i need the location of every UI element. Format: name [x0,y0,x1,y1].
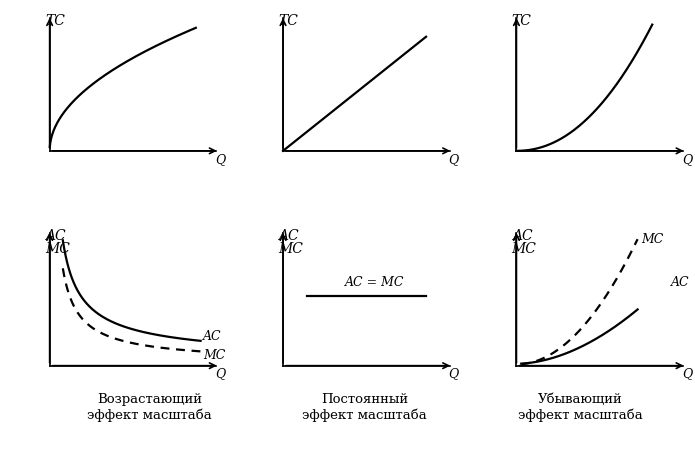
Text: Q: Q [215,153,226,166]
Text: TC: TC [278,14,298,28]
Text: Q: Q [449,153,459,166]
Text: MC: MC [641,232,663,246]
Text: AC: AC [671,276,689,289]
Text: AC = MC: AC = MC [345,276,404,289]
Text: Q: Q [682,153,692,166]
Text: AC: AC [203,330,222,343]
Text: TC: TC [512,14,532,28]
Text: Q: Q [449,367,459,380]
Text: Q: Q [215,367,226,380]
Text: Возрастающий
эффект масштаба: Возрастающий эффект масштаба [87,393,212,422]
Text: MC: MC [203,349,225,362]
Text: AC
MC: AC MC [45,229,70,256]
Text: AC
MC: AC MC [278,229,303,256]
Text: AC
MC: AC MC [512,229,537,256]
Text: TC: TC [45,14,65,28]
Text: Q: Q [682,367,692,380]
Text: Убывающий
эффект масштаба: Убывающий эффект масштаба [518,393,643,422]
Text: Постоянный
эффект масштаба: Постоянный эффект масштаба [302,393,427,422]
